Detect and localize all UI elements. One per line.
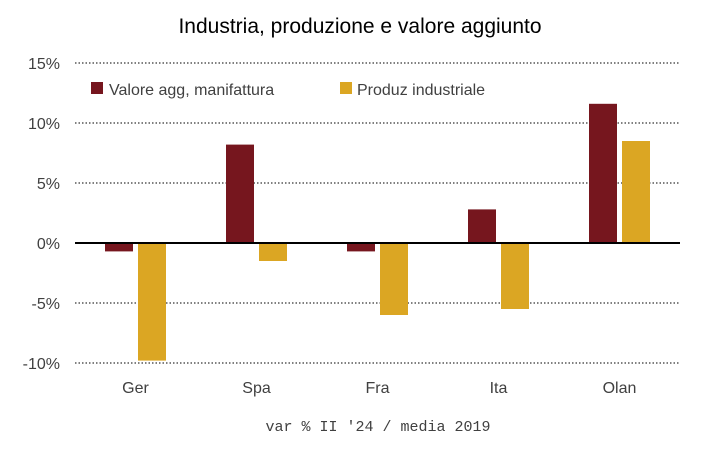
bar-olan-series-0 [589,103,617,243]
gridlines [75,62,680,364]
x-tick-label: Ita [490,380,508,397]
x-tick-label: Fra [366,380,390,397]
legend-swatch-valore [91,82,103,94]
y-tick-label: 5% [37,176,60,193]
legend-label-valore: Valore agg, manifattura [109,82,274,99]
x-tick-label: Ger [122,380,149,397]
bar-ger-series-0 [105,243,133,252]
y-tick-label: 0% [37,236,60,253]
bar-ita-series-1 [501,243,529,309]
legend-swatch-produz [340,82,352,94]
bar-olan-series-1 [622,141,650,243]
y-tick-label: 10% [28,116,60,133]
bar-spa-series-1 [259,243,287,261]
bar-spa-series-0 [226,144,254,243]
y-tick-label: -5% [32,296,60,313]
y-tick-label: -10% [23,356,60,373]
legend: Valore agg, manifattura Produz industria… [91,82,485,99]
chart-note: var % II '24 / media 2019 [265,419,490,436]
chart-title: Industria, produzione e valore aggiunto [178,15,541,38]
x-tick-label: Spa [242,380,271,397]
y-axis-ticks: 15% 10% 5% 0% -5% -10% [23,56,60,373]
bar-ger-series-1 [138,243,166,361]
bar-ita-series-0 [468,209,496,243]
legend-label-produz: Produz industriale [357,82,485,99]
x-axis-ticks: Ger Spa Fra Ita Olan [122,380,636,397]
x-tick-label: Olan [603,380,637,397]
bar-fra-series-0 [347,243,375,252]
bars [105,103,650,361]
bar-fra-series-1 [380,243,408,315]
y-tick-label: 15% [28,56,60,73]
